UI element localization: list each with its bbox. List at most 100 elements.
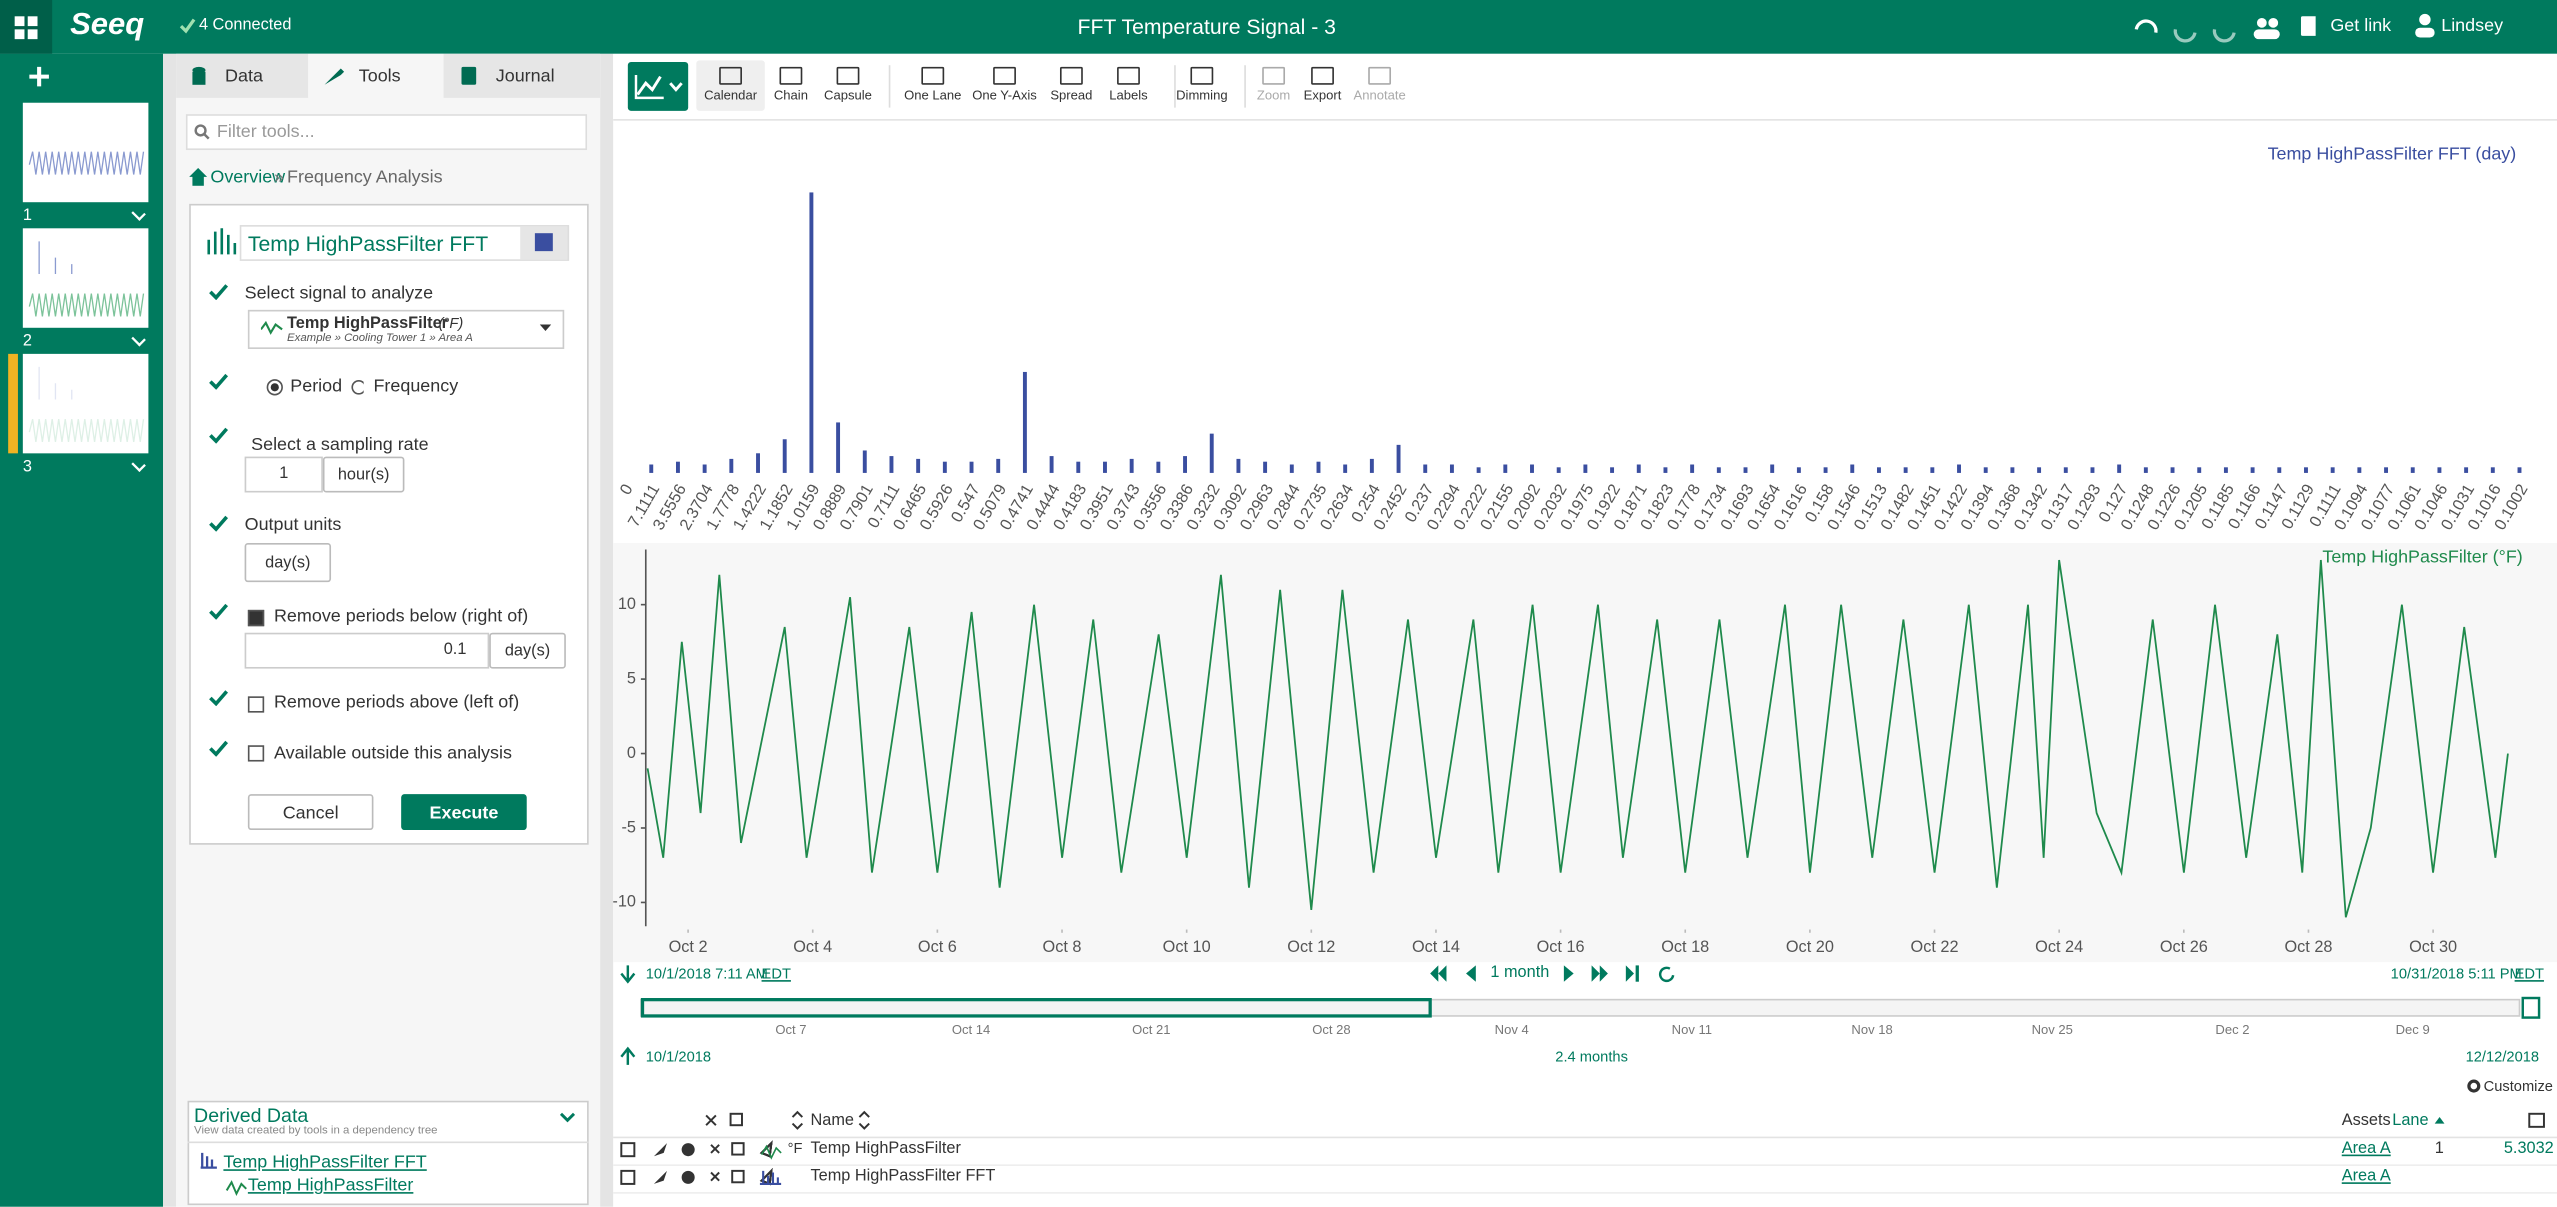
bar [2117, 465, 2121, 473]
worksheet-number[interactable]: 2 [23, 333, 32, 351]
worksheet-title[interactable]: FFT Temperature Signal - 3 [978, 15, 1435, 39]
home-icon [189, 168, 207, 186]
execute-button[interactable]: Execute [401, 794, 527, 830]
check-mark [210, 742, 226, 754]
toolbar-button[interactable]: Dimming [1166, 62, 1238, 111]
collapse-strip[interactable] [163, 54, 176, 1207]
row-unit: °F [788, 1140, 803, 1156]
x-tick-label: Oct 10 [1163, 938, 1211, 956]
bar [1210, 434, 1214, 473]
toolbar-label[interactable]: One Y-Axis [969, 88, 1041, 103]
check-mark [210, 691, 226, 703]
start-time[interactable]: 10/1/2018 7:11 AM [646, 965, 768, 981]
sampling-unit[interactable]: hour(s) [323, 457, 405, 493]
bar [1103, 462, 1107, 473]
bar [2304, 467, 2308, 473]
end-time[interactable]: 10/31/2018 5:11 PM [2391, 965, 2522, 981]
radio-label[interactable]: Period [290, 377, 342, 397]
worksheet-thumbnail[interactable] [23, 354, 149, 453]
sampling-value[interactable]: 1 [245, 465, 323, 483]
tab-icons [191, 65, 485, 88]
derived-item[interactable]: Temp HighPassFilter FFT [223, 1153, 426, 1173]
connection-status[interactable]: 4 Connected [199, 16, 291, 34]
checkbox-label[interactable]: Available outside this analysis [274, 744, 512, 764]
toolbar-label[interactable]: Dimming [1166, 88, 1238, 103]
bar [1904, 467, 1908, 473]
logo[interactable]: Seeq [70, 8, 144, 44]
row-divider [613, 1192, 2557, 1194]
checkbox-label[interactable]: Remove periods above (left of) [274, 693, 519, 713]
field-label: Output units [245, 515, 342, 535]
navigator-zoom[interactable] [2523, 998, 2539, 1018]
row-name[interactable]: Temp HighPassFilter FFT [810, 1168, 995, 1186]
toolbar-label[interactable]: Annotate [1344, 88, 1416, 103]
cancel-button[interactable]: Cancel [248, 794, 374, 830]
step-check [209, 515, 229, 531]
toolbar-button[interactable]: One Lane [897, 62, 969, 111]
output-unit[interactable]: day(s) [245, 543, 331, 582]
step-check [209, 603, 229, 619]
remove-below-value[interactable]: 0.1 [245, 641, 467, 659]
view-button[interactable] [628, 62, 688, 111]
duration[interactable]: 1 month [1484, 964, 1556, 982]
checkbox[interactable] [248, 745, 264, 761]
bar [2064, 467, 2068, 473]
checkbox-label[interactable]: Remove periods below (right of) [274, 607, 528, 627]
row-asset[interactable]: Area A [2342, 1140, 2391, 1158]
collapse-strip[interactable] [600, 54, 613, 1207]
bar [1530, 465, 1534, 473]
details-title: Details [647, 1076, 697, 1094]
remove-below-unit[interactable]: day(s) [489, 633, 566, 669]
customize-label[interactable]: Customize [2484, 1078, 2553, 1094]
get-link[interactable]: Get link [2330, 16, 2391, 36]
end-timezone[interactable]: EDT [2515, 965, 2544, 981]
step-check [209, 373, 229, 389]
user-name[interactable]: Lindsey [2441, 16, 2503, 36]
navigator-track[interactable] [641, 1000, 2520, 1016]
worksheet-number[interactable]: 1 [23, 207, 32, 225]
color-picker[interactable] [520, 227, 567, 260]
navigator-tick-label: Nov 4 [1479, 1022, 1544, 1037]
toolbar-label[interactable]: Capsule [812, 88, 884, 103]
worksheet-number[interactable]: 3 [23, 458, 32, 476]
column-header[interactable]: Lane [2392, 1112, 2428, 1130]
radio-label[interactable]: Frequency [373, 377, 458, 397]
check-mark [210, 375, 226, 387]
bar [1397, 445, 1401, 473]
checkbox[interactable] [248, 696, 264, 712]
worksheet-thumbnail[interactable] [23, 228, 149, 327]
column-header[interactable]: Assets [2342, 1112, 2391, 1130]
user-icon [2415, 13, 2435, 39]
row-asset[interactable]: Area A [2342, 1168, 2391, 1186]
bar [1423, 465, 1427, 473]
tab-label[interactable]: Journal [496, 67, 555, 87]
add-worksheet[interactable] [28, 65, 51, 88]
app-menu[interactable] [0, 0, 52, 54]
bar [783, 439, 787, 473]
tool-name[interactable]: Temp HighPassFilter FFT [248, 232, 488, 256]
grid-icon [0, 0, 52, 54]
toolbar-label[interactable]: One Lane [897, 88, 969, 103]
toolbar-button[interactable]: One Y-Axis [969, 62, 1041, 111]
bar [1450, 465, 1454, 473]
toolbar-button[interactable]: Labels [1093, 62, 1165, 111]
bar [2224, 467, 2228, 473]
toolbar-label[interactable]: Labels [1093, 88, 1165, 103]
expand-chevron[interactable] [559, 1112, 575, 1123]
start-timezone[interactable]: EDT [762, 965, 791, 981]
toolbar-icon [1262, 67, 1285, 85]
bar [890, 456, 894, 473]
derived-item[interactable]: Temp HighPassFilter [248, 1176, 413, 1196]
signal-name: Temp HighPassFilter [287, 315, 448, 333]
bar [1957, 465, 1961, 473]
toolbar-button[interactable]: Capsule [812, 62, 884, 111]
bar [1130, 459, 1134, 473]
bar [2037, 467, 2041, 473]
display-pane: Temp HighPassFilter FFT (day)07.11113.55… [613, 119, 2557, 1071]
worksheet-thumbnail[interactable] [23, 103, 149, 202]
toolbar-button[interactable]: Annotate [1344, 62, 1416, 111]
checkbox-checked[interactable] [248, 610, 264, 626]
column-header[interactable]: Name [810, 1112, 854, 1130]
row-name[interactable]: Temp HighPassFilter [810, 1140, 960, 1158]
